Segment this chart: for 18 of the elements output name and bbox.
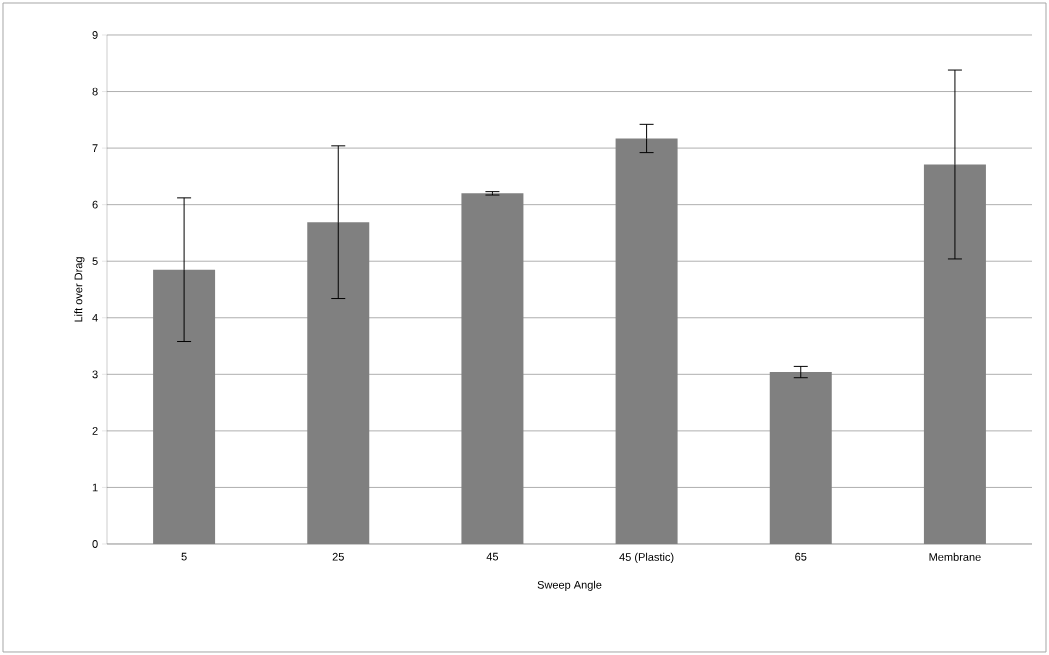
x-tick-label: 25 [332,552,344,561]
y-tick-label: 6 [92,200,98,209]
y-tick-label: 9 [92,31,98,39]
x-tick-label: 65 [795,552,807,561]
y-tick-label: 2 [92,427,98,435]
y-tick-label: 8 [92,87,98,96]
y-tick-label: 7 [92,144,98,152]
x-tick-label: 45 (Plastic) [619,552,674,564]
y-tick-label: 1 [92,483,98,492]
y-tick-label: 4 [92,313,98,322]
x-tick-label: 45 [486,552,499,561]
y-tick-label: 5 [92,257,98,266]
y-tick-label: 0 [92,540,98,548]
y-tick-label: 3 [92,370,98,379]
y-axis-title: Lift over Drag [74,257,85,322]
x-tick-label: Membrane [929,552,981,561]
x-tick-label: 5 [181,552,187,561]
x-axis-title: Sweep Angle [537,580,602,591]
